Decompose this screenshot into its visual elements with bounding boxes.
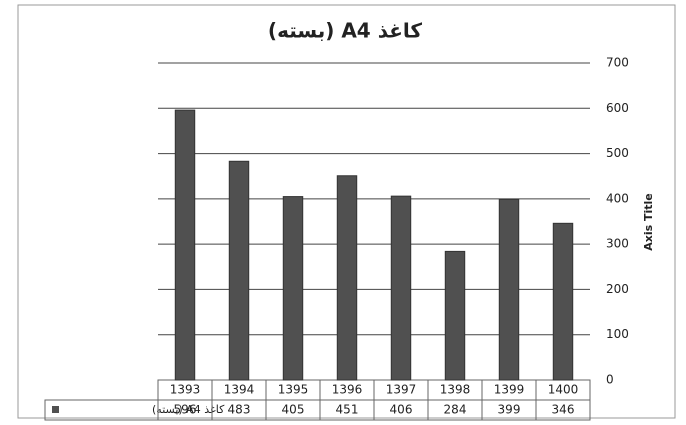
bar bbox=[390, 195, 412, 381]
x-tick-label: 1395 bbox=[278, 383, 309, 397]
bar bbox=[228, 160, 250, 381]
y-tick-label: 700 bbox=[606, 56, 629, 70]
bar bbox=[174, 109, 196, 381]
bar bbox=[336, 175, 358, 381]
table-value: 483 bbox=[228, 403, 251, 417]
table-frame bbox=[44, 399, 591, 421]
bar bbox=[282, 196, 304, 381]
y-tick-label: 400 bbox=[606, 191, 629, 205]
x-tick-label: 1398 bbox=[440, 383, 471, 397]
table-value: 284 bbox=[444, 403, 467, 417]
legend-label: کاغذ A4 (بسته) bbox=[152, 403, 225, 416]
y-axis-title: Axis Title bbox=[642, 193, 655, 251]
bar bbox=[498, 198, 520, 381]
x-tick-label: 1396 bbox=[332, 383, 363, 397]
bar bbox=[444, 250, 466, 381]
bar bbox=[552, 222, 574, 381]
y-tick-label: 600 bbox=[606, 101, 629, 115]
chart-title: کاغذ A4 (بسته) bbox=[268, 19, 423, 43]
legend-swatch bbox=[52, 406, 59, 413]
table-value: 451 bbox=[336, 403, 359, 417]
table-value: 406 bbox=[390, 403, 413, 417]
table-value: 399 bbox=[498, 403, 521, 417]
x-tick-label: 1394 bbox=[224, 383, 255, 397]
table-value: 346 bbox=[552, 403, 575, 417]
x-tick-label: 1400 bbox=[548, 383, 579, 397]
x-tick-label: 1397 bbox=[386, 383, 417, 397]
y-tick-label: 500 bbox=[606, 146, 629, 160]
table-value: 596 bbox=[174, 403, 197, 417]
y-tick-label: 0 bbox=[606, 373, 614, 387]
x-tick-label: 1393 bbox=[170, 383, 201, 397]
y-tick-label: 200 bbox=[606, 282, 629, 296]
table-value: 405 bbox=[282, 403, 305, 417]
y-tick-label: 100 bbox=[606, 327, 629, 341]
y-tick-label: 300 bbox=[606, 237, 629, 251]
x-tick-label: 1399 bbox=[494, 383, 525, 397]
